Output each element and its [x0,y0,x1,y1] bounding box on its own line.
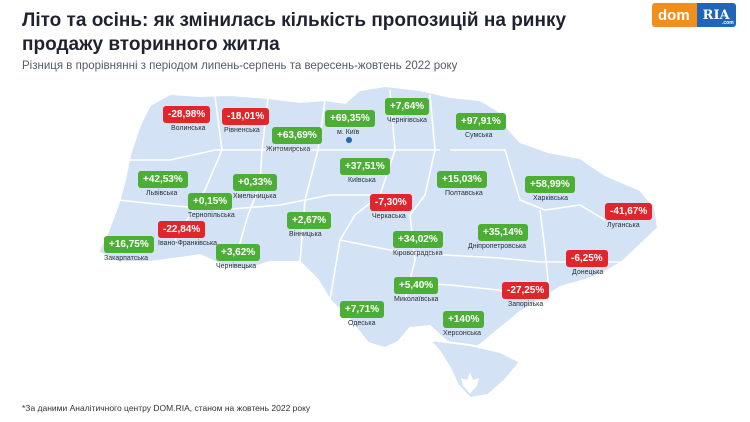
region-luhanska: -41,67% Луганська [605,201,653,229]
region-name: Одеська [348,320,376,327]
kyiv-city-label: м. Київ [337,129,360,136]
region-value-badge: +42,53% [138,171,188,188]
region-kharkivska: +58,99% Харківська [525,174,575,202]
region-name: Закарпатська [104,255,149,262]
region-value-badge: -22,84% [158,221,206,238]
region-name: Вінницька [289,231,322,238]
region-kirovohradska: +34,02% Кіровоградська [393,229,443,257]
region-chernihivska: +7,64% Чернігівська [385,96,430,124]
region-cherkaska: -7,30% Черкаська [370,192,412,220]
region-ternopilska: +0,15% Тернопільська [188,191,235,219]
region-name: Львівська [146,190,178,197]
region-name: Київська [348,177,376,184]
region-name: Хмельницька [233,193,277,200]
logo-ria-label: RIA [702,7,730,23]
region-zhytomyrska: +63,69% Житомирська [266,125,322,153]
region-name: Миколаївська [394,296,439,303]
region-value-badge: +34,02% [393,231,443,248]
region-value-badge: -27,25% [502,282,550,299]
region-value-badge: -6,25% [566,250,608,267]
page-subtitle: Різниця в прорівнянні з періодом липень-… [22,60,458,72]
region-value-badge: +35,14% [478,224,528,241]
region-sumska: +97,91% Сумська [456,111,506,139]
region-value-badge: -41,67% [605,203,653,220]
region-name: Сумська [465,132,493,139]
region-value-badge: +97,91% [456,113,506,130]
kyiv-city-value-badge: +69,35% [325,110,375,127]
region-name: Тернопільська [188,212,235,219]
region-zakarpatska: +16,75% Закарпатська [104,234,154,262]
region-value-badge: +16,75% [104,236,154,253]
region-dnipropetrovska: +35,14% Дніпропетровська [468,222,528,250]
region-name: Житомирська [266,146,311,153]
region-name: Харківська [533,195,568,202]
kyiv-city-marker [346,137,352,143]
region-kyiv-city: +69,35% м. Київ [325,108,375,136]
region-value-badge: +58,99% [525,176,575,193]
region-zaporizka: -27,25% Запорізька [502,280,550,308]
region-name: Івано-Франківська [158,240,218,247]
region-donetska: -6,25% Донецька [566,248,608,276]
region-chernivetska: +3,62% Чернівецька [216,242,261,270]
region-lvivska: +42,53% Львівська [138,169,188,197]
footnote: *За даними Аналітичного центру DOM.RIA, … [22,403,311,413]
region-name: Донецька [572,269,604,276]
region-name: Кіровоградська [393,250,443,257]
region-name: Полтавська [445,190,483,197]
coat-of-arms-icon [461,372,479,394]
region-poltavska: +15,03% Полтавська [437,169,487,197]
region-ivano-frankivska: -22,84% Івано-Франківська [158,219,217,247]
region-khmelnytska: +0,33% Хмельницька [233,172,278,200]
region-value-badge: +2,67% [287,212,332,229]
region-value-badge: +63,69% [272,127,322,144]
region-vinnytska: +2,67% Вінницька [287,210,332,238]
region-value-badge: +15,03% [437,171,487,188]
crimea-shape [427,338,522,400]
region-name: Чернігівська [387,117,427,124]
region-value-badge: +37,51% [340,158,390,175]
region-name: Луганська [607,222,640,229]
region-value-badge: +3,62% [216,244,261,261]
region-name: Волинська [171,125,206,132]
region-name: Дніпропетровська [468,243,527,250]
region-name: Херсонська [443,330,482,337]
region-rivnenska: -18,01% Рівненська [222,106,270,134]
dom-ria-logo: dom RIA .com [652,3,740,27]
region-value-badge: +140% [443,311,485,328]
page-title: Літо та осінь: як змінилась кількість пр… [22,10,567,55]
region-value-badge: +0,33% [233,174,278,191]
region-kyivska: +37,51% Київська [340,156,390,184]
region-name: Чернівецька [216,263,257,270]
region-khersonska: +140% Херсонська [443,309,485,337]
logo-dom-text: dom [652,3,697,27]
logo-com-label: .com [721,20,734,26]
region-mykolaivska: +5,40% Миколаївська [394,275,438,303]
region-name: Запорізька [508,301,544,308]
region-value-badge: +7,64% [385,98,430,115]
region-odeska: +7,71% Одеська [340,299,385,327]
region-value-badge: +0,15% [188,193,233,210]
region-value-badge: -7,30% [370,194,412,211]
region-value-badge: +5,40% [394,277,439,294]
region-volynska: -28,98% Волинська [163,104,211,132]
region-value-badge: +7,71% [340,301,385,318]
region-value-badge: -18,01% [222,108,270,125]
region-name: Черкаська [372,213,406,220]
region-value-badge: -28,98% [163,106,211,123]
logo-ria-text: RIA .com [696,3,736,27]
region-name: Рівненська [224,127,260,134]
